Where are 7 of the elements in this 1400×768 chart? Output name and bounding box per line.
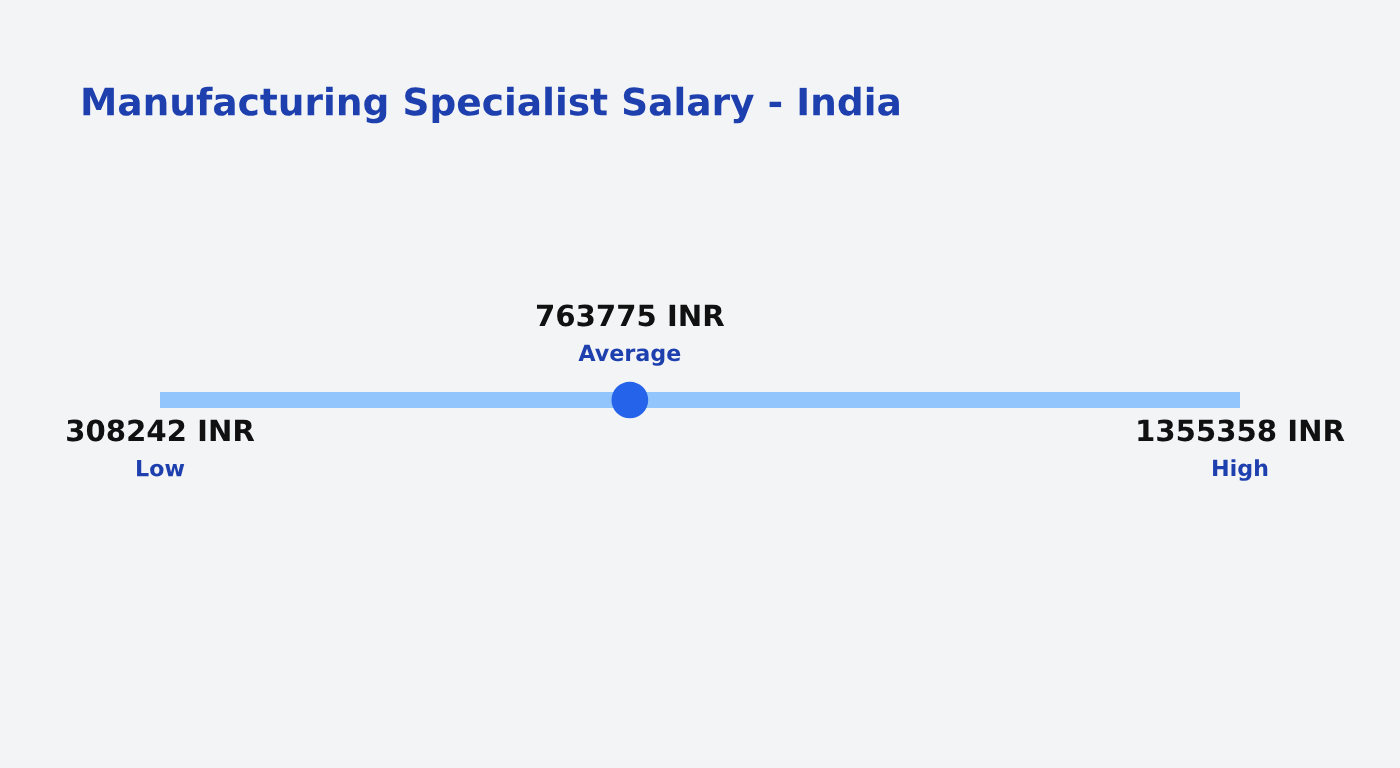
text: Manufacturing Specialist Salary - India (83, 86, 899, 124)
category-label: High (1213, 459, 1268, 481)
category-label: Average (578, 344, 681, 366)
category-label: Low (137, 459, 185, 477)
data-label: 308242 INR (67, 419, 255, 442)
data-label: 1355358 INR (1138, 419, 1345, 442)
data-label: 763775 INR (536, 304, 725, 327)
